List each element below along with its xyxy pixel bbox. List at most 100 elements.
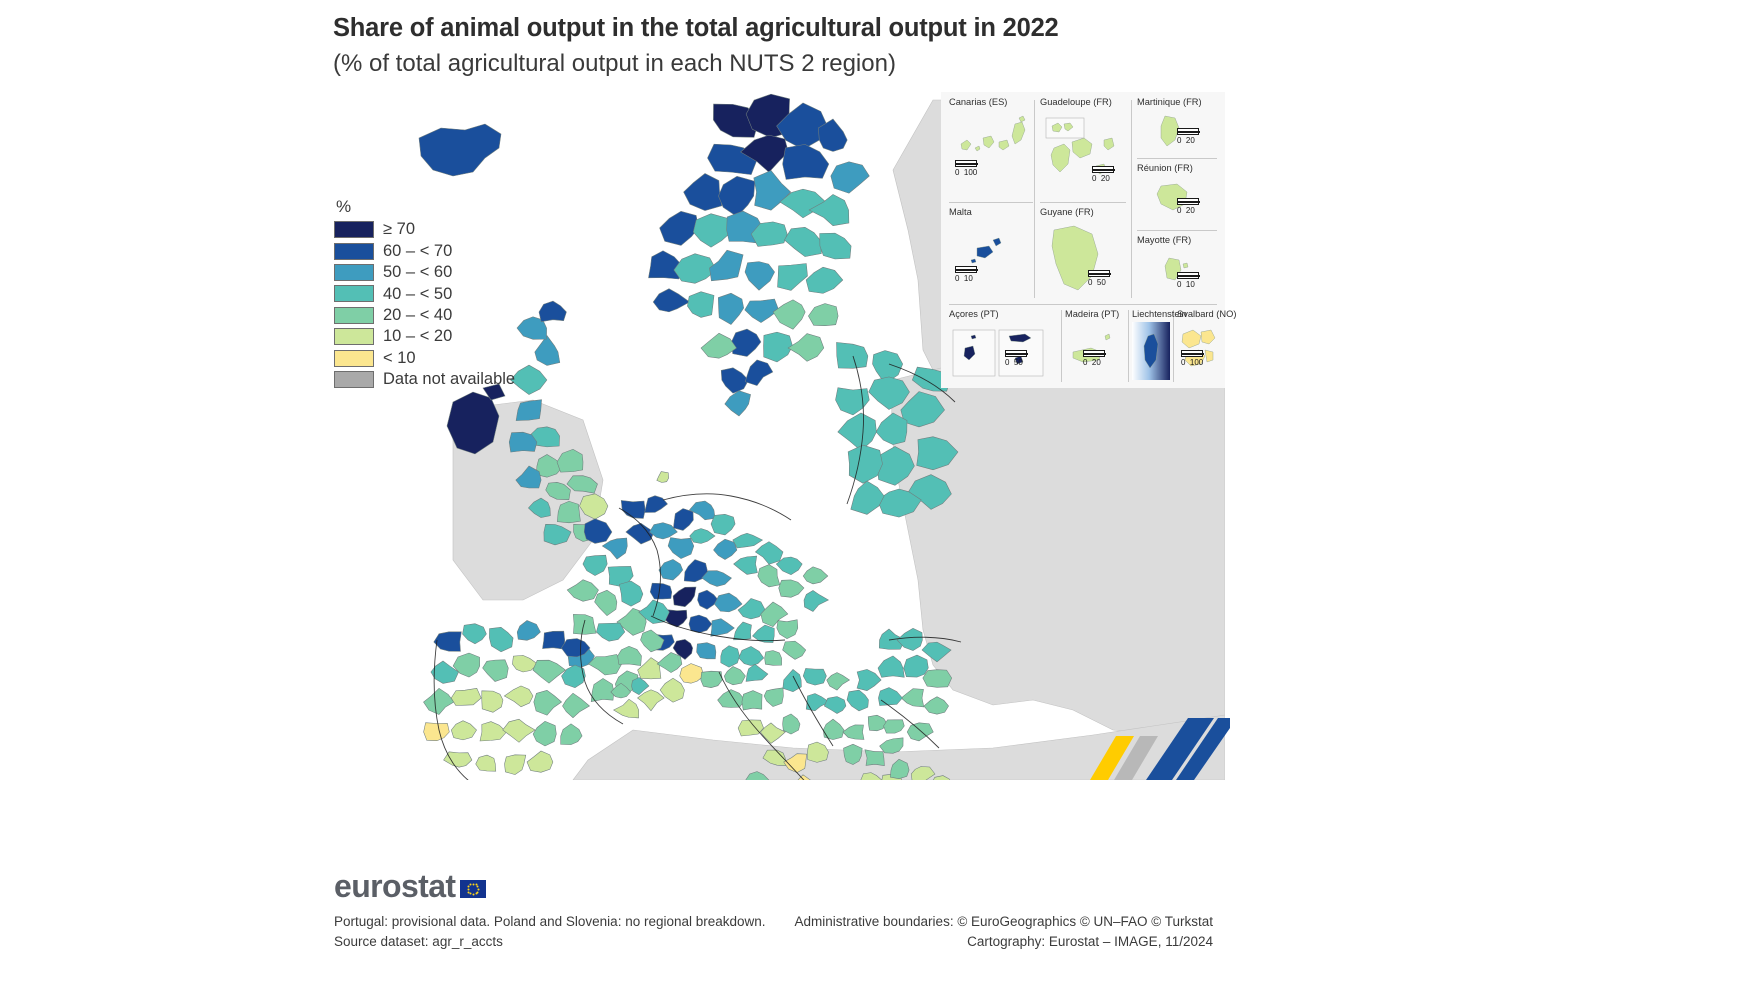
map-region[interactable]: [760, 722, 786, 744]
map-region[interactable]: [760, 601, 789, 628]
map-region[interactable]: [679, 663, 705, 684]
map-region[interactable]: [896, 627, 923, 651]
map-region[interactable]: [526, 750, 554, 773]
map-region[interactable]: [738, 646, 765, 666]
map-region[interactable]: [515, 399, 542, 421]
map-region[interactable]: [867, 714, 888, 732]
map-region[interactable]: [631, 677, 650, 696]
map-region[interactable]: [802, 566, 829, 585]
map-region[interactable]: [452, 652, 480, 678]
map-region[interactable]: [433, 631, 462, 652]
map-region[interactable]: [688, 500, 716, 521]
map-region[interactable]: [836, 342, 869, 369]
map-region[interactable]: [723, 666, 746, 686]
map-region[interactable]: [512, 655, 539, 673]
legend-item[interactable]: 10 – < 20: [334, 326, 564, 347]
map-region[interactable]: [835, 387, 870, 416]
map-region[interactable]: [610, 682, 631, 699]
map-region[interactable]: [696, 642, 717, 660]
map-region[interactable]: [903, 654, 929, 678]
map-region[interactable]: [775, 556, 803, 576]
map-region[interactable]: [489, 627, 514, 653]
map-region[interactable]: [921, 641, 952, 663]
map-region[interactable]: [582, 554, 608, 576]
map-region[interactable]: [430, 660, 459, 684]
map-region[interactable]: [601, 537, 628, 560]
map-region[interactable]: [482, 659, 509, 682]
legend-item[interactable]: Data not available: [334, 369, 564, 390]
legend-item[interactable]: 50 – < 60: [334, 262, 564, 283]
map-region[interactable]: [879, 737, 904, 754]
map-region[interactable]: [688, 614, 713, 634]
map-region[interactable]: [683, 173, 723, 211]
map-region[interactable]: [640, 629, 665, 653]
map-region[interactable]: [620, 500, 646, 519]
map-region[interactable]: [790, 774, 817, 780]
map-region[interactable]: [763, 687, 784, 707]
map-region[interactable]: [922, 669, 953, 688]
map-region[interactable]: [890, 758, 910, 779]
map-region[interactable]: [649, 582, 673, 600]
map-region[interactable]: [720, 645, 740, 668]
map-region[interactable]: [617, 646, 642, 666]
map-region[interactable]: [543, 524, 572, 546]
map-region[interactable]: [532, 720, 557, 747]
map-region[interactable]: [644, 495, 668, 513]
map-region[interactable]: [923, 696, 949, 715]
map-region[interactable]: [900, 688, 925, 708]
map-region[interactable]: [667, 537, 695, 559]
map-region[interactable]: [561, 664, 586, 689]
map-region[interactable]: [658, 559, 684, 581]
map-region[interactable]: [740, 134, 789, 173]
map-region[interactable]: [673, 253, 717, 284]
map-region[interactable]: [516, 620, 541, 641]
overseas-insets-panel[interactable]: Canarias (ES) 0 100 Guadeloupe (FR) 0 20 Mar…: [941, 92, 1236, 388]
map-region[interactable]: [479, 721, 507, 742]
map-region[interactable]: [807, 741, 829, 763]
map-region[interactable]: [562, 692, 590, 719]
map-region[interactable]: [579, 493, 609, 520]
map-region[interactable]: [594, 589, 618, 617]
map-region[interactable]: [532, 659, 566, 684]
legend-item[interactable]: 40 – < 50: [334, 283, 564, 304]
map-region[interactable]: [733, 555, 758, 575]
map-region[interactable]: [510, 364, 548, 395]
map-region[interactable]: [423, 687, 455, 715]
map-region[interactable]: [776, 619, 799, 640]
map-region[interactable]: [443, 751, 473, 768]
map-region[interactable]: [673, 508, 694, 531]
map-region[interactable]: [883, 719, 905, 734]
map-region[interactable]: [741, 690, 763, 711]
map-region[interactable]: [709, 249, 744, 282]
map-region[interactable]: [566, 579, 599, 602]
map-region[interactable]: [689, 528, 716, 544]
map-region[interactable]: [782, 144, 830, 180]
map-region[interactable]: [752, 624, 775, 643]
map-region[interactable]: [656, 652, 683, 673]
map-region[interactable]: [536, 454, 564, 478]
map-region[interactable]: [900, 391, 945, 428]
map-region[interactable]: [776, 102, 828, 150]
map-region[interactable]: [652, 288, 691, 313]
map-region[interactable]: [561, 638, 591, 658]
map-region[interactable]: [823, 718, 845, 740]
inset-madeira[interactable]: Madeira (PT) 0 20: [1065, 309, 1125, 380]
legend-item[interactable]: 20 – < 40: [334, 305, 564, 326]
map-region[interactable]: [772, 299, 806, 330]
map-region[interactable]: [744, 359, 774, 386]
map-region[interactable]: [462, 623, 487, 645]
map-region[interactable]: [672, 586, 697, 607]
map-region[interactable]: [731, 328, 762, 357]
map-region[interactable]: [720, 367, 749, 394]
map-region[interactable]: [778, 579, 805, 598]
map-region[interactable]: [826, 672, 851, 691]
map-region[interactable]: [718, 176, 756, 217]
map-region[interactable]: [710, 514, 736, 536]
map-region[interactable]: [508, 431, 538, 453]
map-region[interactable]: [613, 698, 639, 719]
inset-reunion[interactable]: Réunion (FR) 0 20: [1137, 163, 1217, 226]
inset-liechtenstein[interactable]: Liechtenstein: [1132, 309, 1187, 380]
map-region[interactable]: [916, 436, 959, 471]
map-region[interactable]: [545, 482, 571, 500]
map-region[interactable]: [764, 650, 782, 666]
